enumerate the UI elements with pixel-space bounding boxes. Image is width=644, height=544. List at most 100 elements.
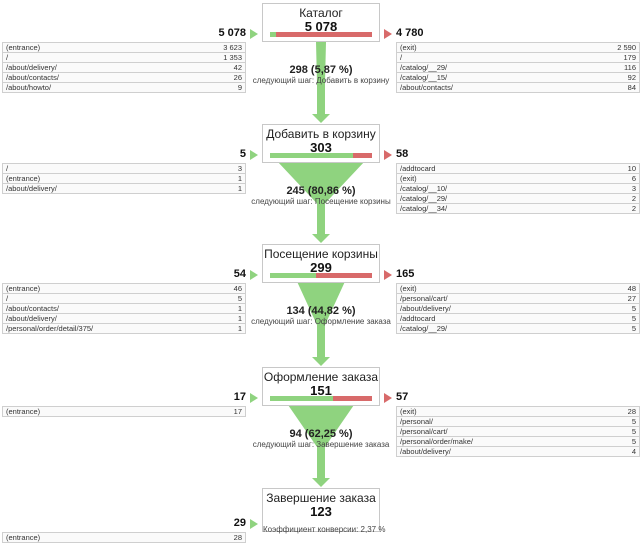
source-count: 5 [237, 294, 242, 303]
table-row[interactable]: /catalog/__29/5 [396, 324, 640, 334]
table-row[interactable]: /about/contacts/26 [2, 73, 246, 83]
step-name: Посещение корзины [264, 247, 378, 261]
table-row[interactable]: /catalog/__10/3 [396, 184, 640, 194]
flow-funnel-arrow [312, 42, 330, 123]
step-count: 123 [310, 504, 332, 519]
flow-label: 298 (5,87 %) следующий шаг: Добавить в ко… [241, 64, 401, 85]
entry-sources-table: /3 (entrance) 1/about/delivery/1 [2, 163, 246, 194]
table-row[interactable]: /about/delivery/1 [2, 184, 246, 194]
destination-count: 5 [631, 324, 636, 333]
table-row[interactable]: /about/delivery/5 [396, 304, 640, 314]
table-row[interactable]: /about/contacts/84 [396, 83, 640, 93]
progress-exit-fill [352, 153, 372, 158]
destination-count: 6 [631, 174, 636, 183]
source-url: (entrance) [6, 407, 41, 416]
table-row[interactable]: /catalog/__29/116 [396, 63, 640, 73]
table-row[interactable]: /about/howto/9 [2, 83, 246, 93]
exits-count: 57 [396, 391, 409, 403]
table-row[interactable]: /personal/order/detail/375/1 [2, 324, 246, 334]
table-row[interactable]: /addtocard 10 [396, 163, 640, 174]
table-row[interactable]: (entrance) 28 [2, 532, 246, 543]
step-name: Добавить в корзину [266, 127, 376, 141]
table-row[interactable]: /about/delivery/4 [396, 447, 640, 457]
table-row[interactable]: / 1 353 [2, 53, 246, 63]
table-row[interactable]: /about/contacts/1 [2, 304, 246, 314]
table-row[interactable]: /about/delivery/1 [2, 314, 246, 324]
table-row[interactable]: /catalog/__34/2 [396, 204, 640, 214]
destination-url: /addtocard [400, 314, 436, 323]
step-count: 299 [310, 260, 332, 275]
source-url: / [6, 294, 9, 303]
source-count: 17 [233, 407, 242, 416]
destination-url: (exit) [400, 407, 417, 416]
table-row[interactable]: (exit) 2 590 [396, 42, 640, 53]
funnel-step-box[interactable]: Оформление заказа 151 [262, 367, 380, 406]
flow-funnel-arrow [288, 406, 354, 487]
step-name: Завершение заказа [266, 491, 376, 505]
destination-count: 4 [631, 447, 636, 456]
entry-arrow-icon [250, 393, 258, 403]
table-row[interactable]: /addtocard 5 [396, 314, 640, 324]
destination-count: 5 [631, 304, 636, 313]
funnel-step-box[interactable]: Завершение заказа 123 Коэффициент конверси… [262, 488, 385, 534]
entries-count: 17 [233, 391, 246, 403]
step-count: 5 078 [304, 19, 338, 34]
source-url: (entrance) [6, 174, 41, 183]
source-count: 3 [237, 164, 242, 173]
exit-arrow-icon [384, 393, 392, 403]
funnel-step-box[interactable]: Каталог 5 078 [262, 3, 380, 42]
table-row[interactable]: (exit) 28 [396, 406, 640, 417]
flow-label: 94 (62,25 %) следующий шаг: Завершение за… [241, 428, 401, 449]
source-count: 3 623 [223, 43, 242, 52]
destination-url: /personal/order/make/ [400, 437, 473, 446]
funnel-step-box[interactable]: Добавить в корзину 303 [262, 124, 380, 163]
flow-value: 245 (80,86 %) [286, 185, 356, 197]
flow-funnel-arrow [278, 163, 364, 243]
table-row[interactable]: /3 [2, 163, 246, 174]
table-row[interactable]: (entrance) 1 [2, 174, 246, 184]
next-step-label: следующий шаг: Оформление заказа [251, 317, 391, 326]
table-row[interactable]: (entrance) 17 [2, 406, 246, 417]
step-progress-bar [270, 32, 372, 37]
entry-sources-table: (entrance) 46/5/about/contacts/1/about/de… [2, 283, 246, 334]
destination-count: 3 [631, 184, 636, 193]
table-row[interactable]: (exit) 6 [396, 174, 640, 184]
table-row[interactable]: /personal/cart/27 [396, 294, 640, 304]
table-row[interactable]: /personal/cart/5 [396, 427, 640, 437]
table-row[interactable]: /catalog/__29/2 [396, 194, 640, 204]
exits-count: 4 780 [396, 27, 424, 39]
source-url: /about/contacts/ [6, 73, 59, 82]
destination-url: /catalog/__10/ [400, 184, 448, 193]
destination-url: /personal/cart/ [400, 427, 448, 436]
entries-count: 5 078 [218, 27, 246, 39]
entry-arrow-icon [250, 519, 258, 529]
funnel-step-box[interactable]: Посещение корзины 299 [262, 244, 380, 283]
table-row[interactable]: / 179 [396, 53, 640, 63]
source-url: /personal/order/detail/375/ [6, 324, 94, 333]
table-row[interactable]: /about/delivery/42 [2, 63, 246, 73]
table-row[interactable]: /personal/order/make/5 [396, 437, 640, 447]
progress-continue-fill [270, 32, 276, 37]
entry-sources-table: (entrance) 28 [2, 532, 246, 543]
exit-arrow-icon [384, 29, 392, 39]
source-count: 9 [237, 83, 242, 92]
exit-destinations-table: (exit) 2 590 / 179/catalog/__29/116/catalog… [396, 42, 640, 93]
table-row[interactable]: /personal/5 [396, 417, 640, 427]
progress-exit-fill [275, 32, 372, 37]
destination-url: /about/contacts/ [400, 83, 453, 92]
entry-sources-table: (entrance) 17 [2, 406, 246, 417]
destination-url: /catalog/__29/ [400, 324, 448, 333]
progress-continue-fill [270, 153, 353, 158]
progress-continue-fill [270, 273, 316, 278]
destination-count: 5 [631, 314, 636, 323]
entries-count: 5 [239, 148, 246, 160]
destination-count: 5 [631, 417, 636, 426]
table-row[interactable]: /5 [2, 294, 246, 304]
destination-count: 10 [627, 164, 636, 173]
table-row[interactable]: /catalog/__15/92 [396, 73, 640, 83]
table-row[interactable]: (entrance) 3 623 [2, 42, 246, 53]
table-row[interactable]: (exit) 48 [396, 283, 640, 294]
table-row[interactable]: (entrance) 46 [2, 283, 246, 294]
destination-count: 2 590 [617, 43, 636, 52]
